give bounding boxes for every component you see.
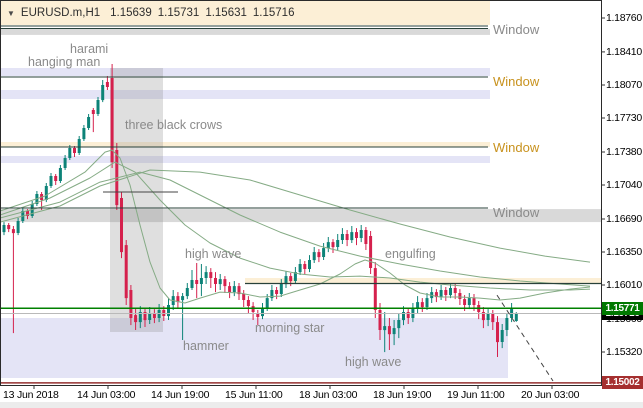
price-axis-label: 1.18070 — [606, 79, 642, 91]
window-label: Window — [493, 205, 540, 220]
pattern-label: three black crows — [125, 118, 223, 132]
price-axis-label: 1.17040 — [606, 179, 642, 191]
ohlc-open-value: 1.15639 — [110, 7, 152, 19]
ohlc-high-value: 1.15731 — [157, 7, 200, 19]
window-bottom-edge — [0, 402, 643, 408]
price-axis-label: 1.16690 — [606, 213, 642, 225]
time-axis-label: 18 Jun 19:00 — [373, 389, 432, 401]
time-axis-label: 19 Jun 11:00 — [447, 389, 505, 401]
pattern-label: hanging man — [28, 55, 101, 69]
time-axis-label: 20 Jun 03:00 — [521, 389, 580, 401]
ohlc-low-value: 1.15631 — [205, 7, 247, 19]
pattern-label: engulfing — [385, 247, 436, 261]
window-label: Window — [493, 74, 540, 89]
price-axis-label: 1.18410 — [606, 46, 642, 58]
price-marker: 1.15771 — [602, 302, 643, 315]
time-axis-label: 14 Jun 03:00 — [77, 389, 136, 401]
pattern-label: high wave — [185, 247, 242, 261]
time-axis-label: 13 Jun 2018 — [3, 389, 59, 401]
price-axis-label: 1.16010 — [606, 279, 642, 291]
price-axis-label: 1.17380 — [606, 146, 642, 158]
price-marker: 1.15002 — [602, 376, 643, 389]
time-axis-label: 14 Jun 19:00 — [151, 389, 210, 401]
pattern-label: hammer — [183, 339, 229, 353]
time-axis-label: 15 Jun 11:00 — [225, 389, 283, 401]
price-axis-label: 1.16350 — [606, 246, 642, 258]
symbol-timeframe-label: EURUSD.m,H1 — [20, 7, 101, 19]
chevron-down-icon[interactable]: ▼ — [7, 8, 15, 18]
pattern-label: morning star — [255, 321, 325, 335]
window-label: Window — [493, 22, 540, 37]
pattern-label: high wave — [345, 355, 402, 369]
chart-header: ▼ EURUSD.m,H1 1.15639 1.15731 1.15631 1.… — [1, 1, 490, 25]
time-axis-label: 18 Jun 03:00 — [299, 389, 358, 401]
window-label: Window — [493, 140, 540, 155]
ohlc-close-value: 1.15716 — [252, 7, 295, 19]
price-axis-label: 1.15320 — [606, 346, 642, 358]
pattern-label: harami — [70, 42, 109, 56]
price-axis-label: 1.17730 — [606, 112, 642, 124]
price-axis-label: 1.18760 — [606, 12, 642, 24]
